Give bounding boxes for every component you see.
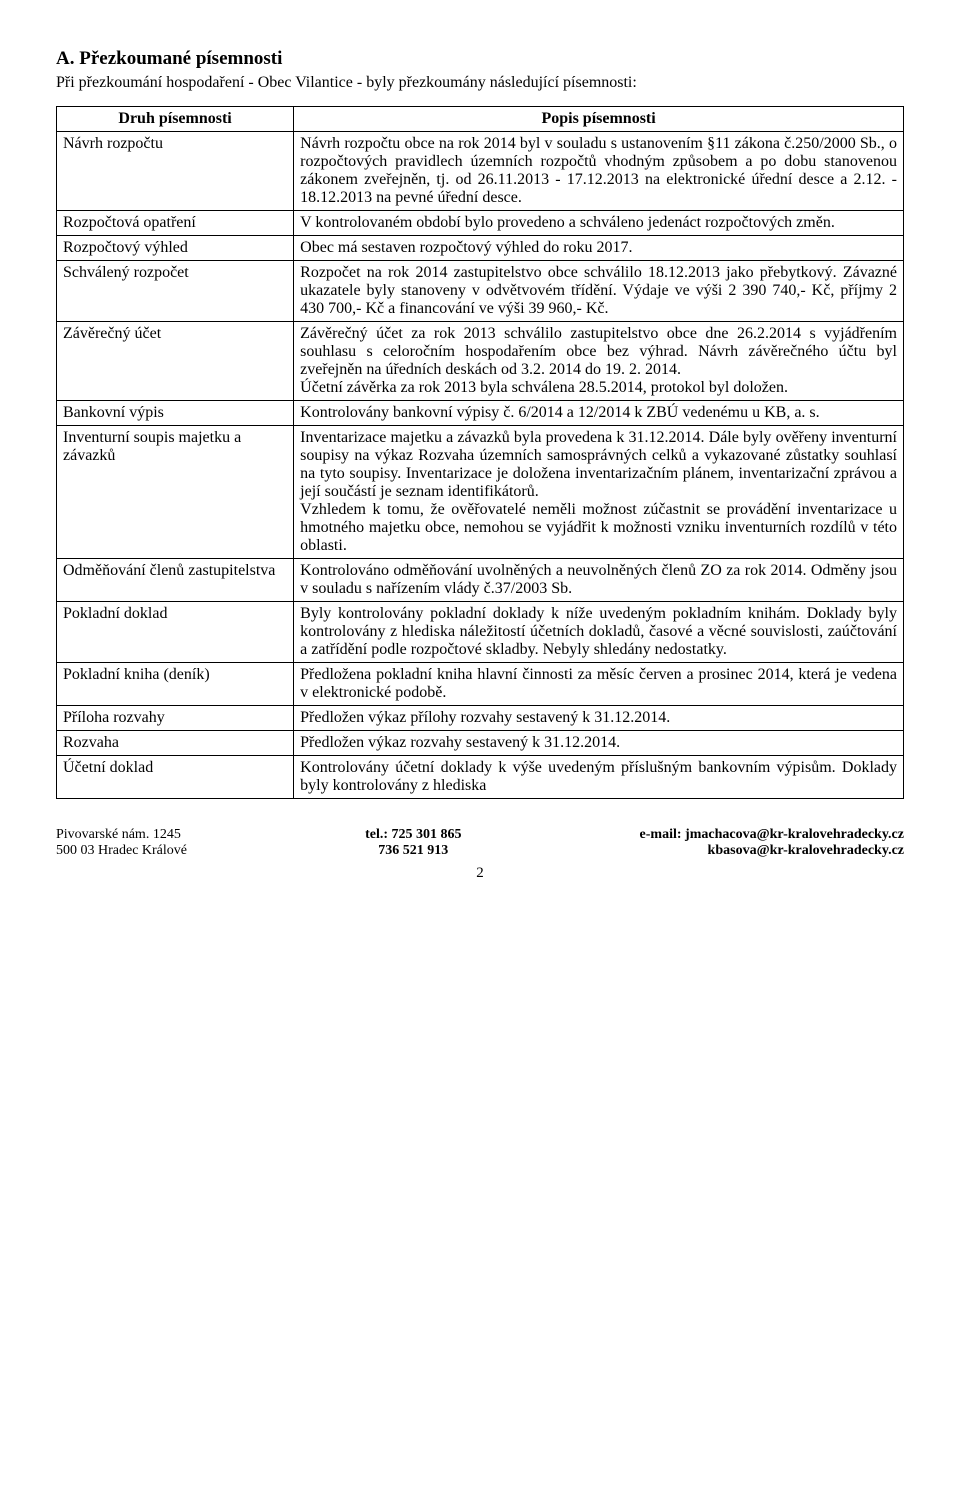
documents-table: Druh písemnosti Popis písemnosti Návrh r… bbox=[56, 106, 904, 799]
footer-email-1: e-mail: jmachacova@kr-kralovehradecky.cz bbox=[640, 827, 904, 843]
row-type: Odměňování členů zastupitelstva bbox=[57, 559, 294, 602]
row-description: Kontrolovány účetní doklady k výše uvede… bbox=[294, 756, 904, 799]
page-number: 2 bbox=[56, 865, 904, 882]
row-description: Inventarizace majetku a závazků byla pro… bbox=[294, 426, 904, 559]
row-type: Návrh rozpočtu bbox=[57, 132, 294, 211]
table-header-type: Druh písemnosti bbox=[57, 107, 294, 132]
row-description: Závěrečný účet za rok 2013 schválilo zas… bbox=[294, 322, 904, 401]
row-description: Byly kontrolovány pokladní doklady k níž… bbox=[294, 602, 904, 663]
table-row: Inventurní soupis majetku a závazkůInven… bbox=[57, 426, 904, 559]
row-type: Příloha rozvahy bbox=[57, 706, 294, 731]
row-description: Předložena pokladní kniha hlavní činnost… bbox=[294, 663, 904, 706]
table-row: Odměňování členů zastupitelstvaKontrolov… bbox=[57, 559, 904, 602]
table-row: Účetní dokladKontrolovány účetní doklady… bbox=[57, 756, 904, 799]
table-row: Rozpočtový výhledObec má sestaven rozpoč… bbox=[57, 236, 904, 261]
table-header-desc: Popis písemnosti bbox=[294, 107, 904, 132]
row-description: V kontrolovaném období bylo provedeno a … bbox=[294, 211, 904, 236]
row-type: Inventurní soupis majetku a závazků bbox=[57, 426, 294, 559]
table-row: Schválený rozpočetRozpočet na rok 2014 z… bbox=[57, 261, 904, 322]
row-type: Závěrečný účet bbox=[57, 322, 294, 401]
footer-tel-1: tel.: 725 301 865 bbox=[365, 827, 461, 843]
row-description: Kontrolováno odměňování uvolněných a neu… bbox=[294, 559, 904, 602]
row-type: Pokladní doklad bbox=[57, 602, 294, 663]
section-heading: A. Přezkoumané písemnosti bbox=[56, 48, 904, 70]
row-type: Účetní doklad bbox=[57, 756, 294, 799]
row-type: Bankovní výpis bbox=[57, 401, 294, 426]
footer-address-2: 500 03 Hradec Králové bbox=[56, 843, 187, 859]
row-description: Rozpočet na rok 2014 zastupitelstvo obce… bbox=[294, 261, 904, 322]
row-type: Rozvaha bbox=[57, 731, 294, 756]
row-description: Předložen výkaz přílohy rozvahy sestaven… bbox=[294, 706, 904, 731]
row-type: Rozpočtový výhled bbox=[57, 236, 294, 261]
table-row: Bankovní výpisKontrolovány bankovní výpi… bbox=[57, 401, 904, 426]
row-type: Schválený rozpočet bbox=[57, 261, 294, 322]
footer-email-2: kbasova@kr-kralovehradecky.cz bbox=[640, 843, 904, 859]
row-description: Obec má sestaven rozpočtový výhled do ro… bbox=[294, 236, 904, 261]
table-row: Návrh rozpočtuNávrh rozpočtu obce na rok… bbox=[57, 132, 904, 211]
footer-tel-2: 736 521 913 bbox=[365, 843, 461, 859]
table-row: Pokladní kniha (deník)Předložena pokladn… bbox=[57, 663, 904, 706]
footer-address-1: Pivovarské nám. 1245 bbox=[56, 827, 187, 843]
table-row: Pokladní dokladByly kontrolovány pokladn… bbox=[57, 602, 904, 663]
row-type: Rozpočtová opatření bbox=[57, 211, 294, 236]
row-description: Návrh rozpočtu obce na rok 2014 byl v so… bbox=[294, 132, 904, 211]
table-row: Závěrečný účetZávěrečný účet za rok 2013… bbox=[57, 322, 904, 401]
table-row: RozvahaPředložen výkaz rozvahy sestavený… bbox=[57, 731, 904, 756]
intro-text: Při přezkoumání hospodaření - Obec Vilan… bbox=[56, 74, 904, 92]
table-row: Příloha rozvahyPředložen výkaz přílohy r… bbox=[57, 706, 904, 731]
table-row: Rozpočtová opatřeníV kontrolovaném obdob… bbox=[57, 211, 904, 236]
page-footer: Pivovarské nám. 1245 500 03 Hradec Králo… bbox=[56, 827, 904, 859]
row-type: Pokladní kniha (deník) bbox=[57, 663, 294, 706]
row-description: Kontrolovány bankovní výpisy č. 6/2014 a… bbox=[294, 401, 904, 426]
row-description: Předložen výkaz rozvahy sestavený k 31.1… bbox=[294, 731, 904, 756]
